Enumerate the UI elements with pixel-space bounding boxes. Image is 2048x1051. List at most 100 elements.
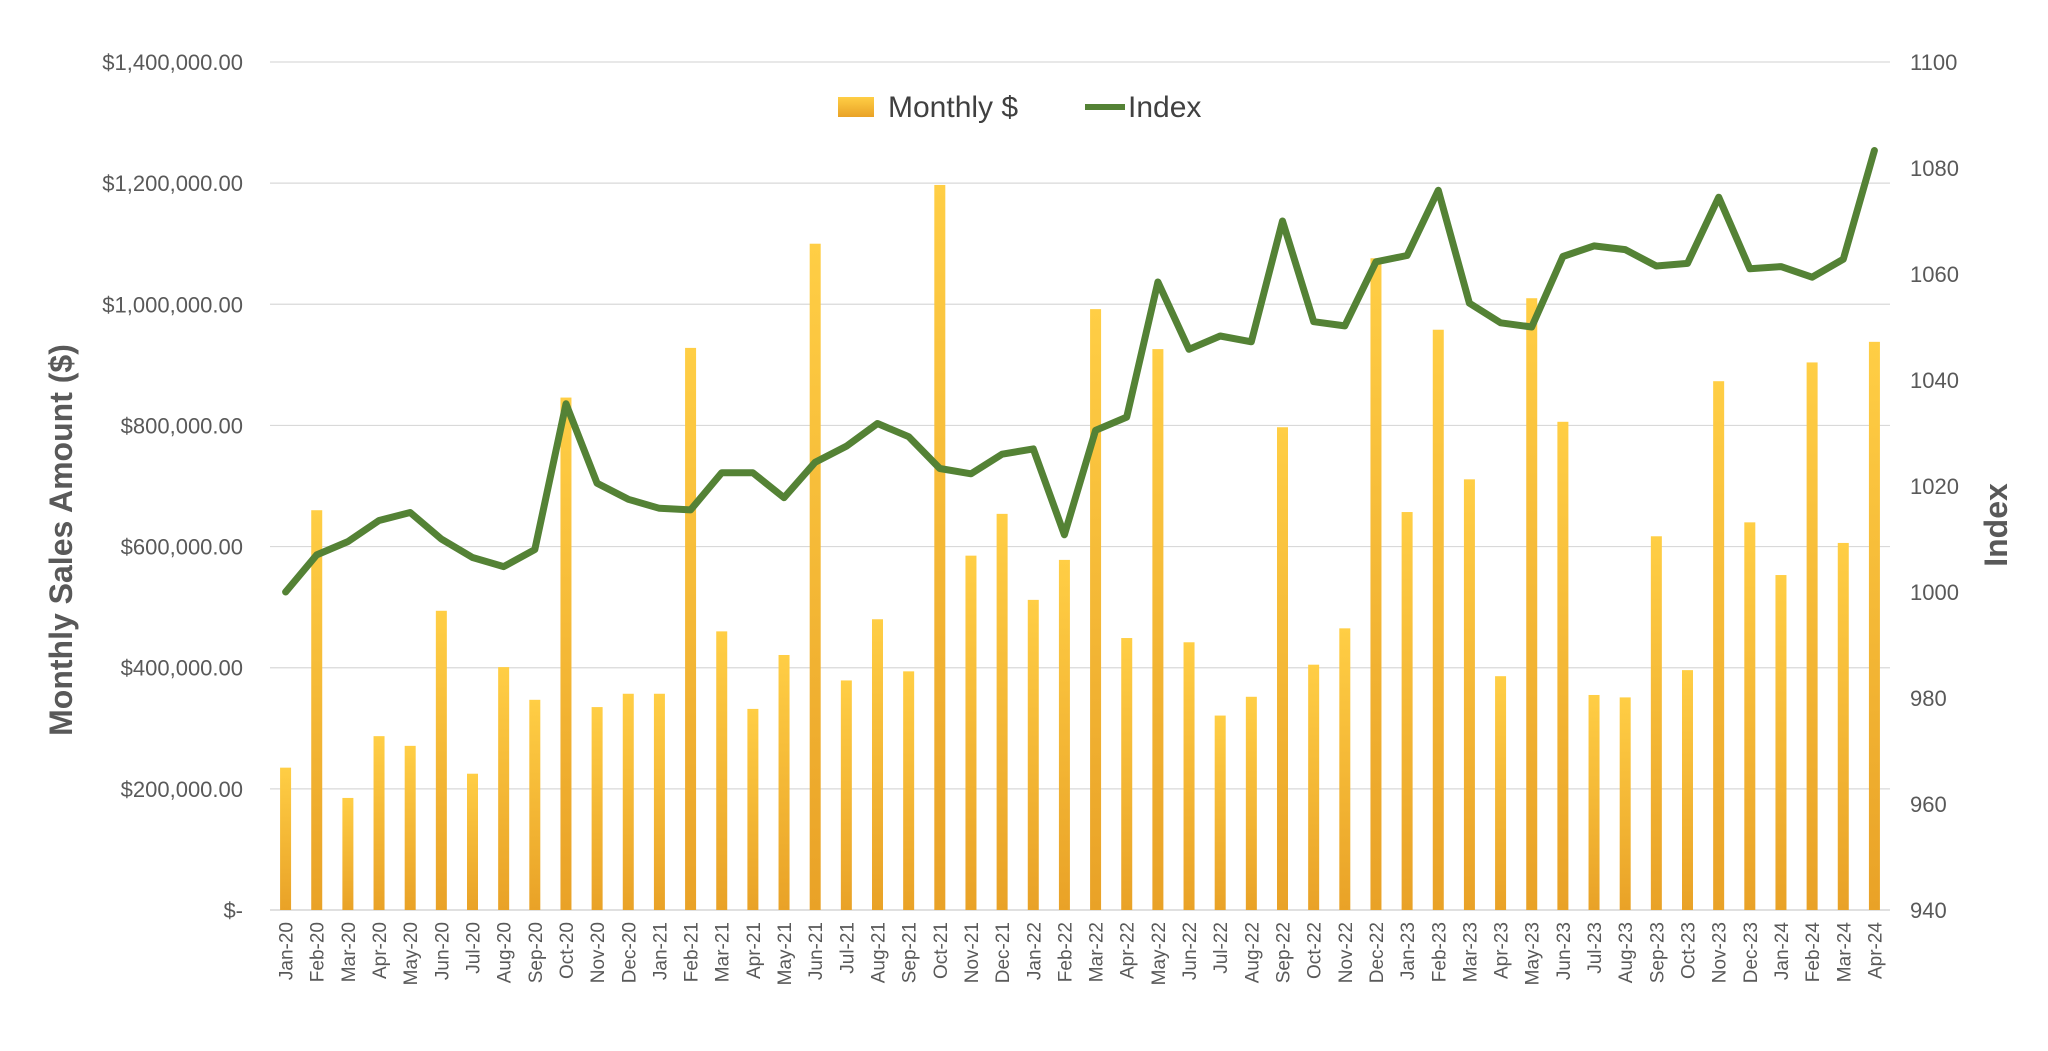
index-point (1250, 341, 1252, 343)
x-tick-label: Feb-24 (1803, 922, 1824, 983)
bar (653, 693, 665, 910)
bar (1744, 522, 1756, 910)
x-tick-label: Jan-24 (1772, 922, 1793, 981)
x-tick-label: Jan-20 (277, 922, 298, 980)
x-tick-label: Apr-20 (370, 922, 391, 979)
bar (1495, 676, 1507, 910)
right-axis-ticks: 940 960 980 1000 1020 1040 1060 1080 1100 (1910, 50, 1959, 923)
bar (872, 619, 883, 910)
x-tick-label: Mar-24 (1834, 922, 1855, 983)
left-tick-label: $800,000.00 (121, 413, 243, 438)
index-point (1095, 429, 1097, 431)
bar (1775, 575, 1787, 910)
bar (1837, 542, 1849, 910)
x-tick-label: Feb-20 (308, 922, 329, 982)
x-tick-label: Mar-22 (1087, 922, 1108, 982)
bar (1027, 599, 1039, 910)
index-point (1468, 302, 1470, 304)
index-point (1531, 326, 1533, 328)
x-tick-label: Dec-23 (1741, 922, 1762, 983)
x-tick-label: May-20 (401, 922, 422, 985)
x-tick-label: Apr-24 (1865, 922, 1886, 979)
index-point (814, 461, 816, 463)
index-point (1500, 322, 1502, 324)
x-tick-label: Jan-23 (1398, 922, 1419, 980)
bar (1277, 427, 1288, 910)
x-tick-label: Jan-21 (650, 922, 671, 980)
index-point (1406, 254, 1408, 256)
bar (1121, 638, 1133, 910)
index-line (282, 147, 1878, 596)
bar (996, 513, 1008, 910)
right-tick-label: 1100 (1910, 50, 1957, 75)
x-tick-label: Nov-21 (962, 922, 983, 983)
x-tick-label: Mar-23 (1460, 922, 1481, 982)
left-tick-label: $200,000.00 (121, 777, 243, 802)
index-point (1188, 348, 1190, 350)
x-tick-label: Dec-21 (993, 922, 1014, 983)
bar (1401, 512, 1413, 910)
y-axis-title-left: Monthly Sales Amount ($) (43, 344, 79, 736)
bar (1650, 536, 1662, 910)
x-tick-label: May-23 (1523, 922, 1544, 985)
legend-label-monthly: Monthly $ (888, 91, 1018, 124)
right-tick-label: 1040 (1910, 368, 1959, 393)
bar (685, 347, 697, 910)
legend-label-index: Index (1128, 91, 1201, 124)
bar (1713, 381, 1725, 910)
x-tick-label: Aug-21 (869, 922, 890, 983)
index-point (1157, 281, 1159, 283)
left-tick-label: $- (223, 898, 243, 923)
index-point (347, 541, 349, 543)
right-tick-label: 1020 (1910, 474, 1959, 499)
index-point (970, 473, 972, 475)
index-point (1001, 453, 1003, 455)
left-tick-label: $1,400,000.00 (102, 50, 243, 75)
index-point (378, 519, 380, 521)
index-point (908, 436, 910, 438)
x-tick-label: Aug-23 (1616, 922, 1637, 983)
index-point (596, 482, 598, 484)
bar (498, 667, 510, 910)
x-tick-label: Jun-21 (806, 922, 827, 980)
x-tick-label: Dec-20 (619, 922, 640, 983)
bar (1152, 349, 1164, 910)
bar (435, 610, 447, 910)
x-tick-label: Jan-22 (1024, 922, 1045, 980)
x-tick-label: Apr-21 (744, 922, 765, 979)
index-point (1655, 265, 1657, 267)
index-point (1718, 196, 1720, 198)
bar (622, 693, 634, 910)
bar (903, 671, 915, 910)
bar (280, 767, 292, 910)
index-point (939, 468, 941, 470)
right-tick-label: 940 (1910, 898, 1947, 923)
bar (809, 243, 821, 910)
bar (1214, 715, 1226, 910)
y-axis-title-right: Index (1978, 483, 2014, 567)
bar (716, 631, 728, 910)
left-axis-ticks: $- $200,000.00 $400,000.00 $600,000.00 $800,… (102, 50, 243, 923)
index-point (1687, 262, 1688, 264)
line-series-index (282, 147, 1878, 596)
x-tick-label: Jun-22 (1180, 922, 1201, 980)
index-point (472, 557, 473, 559)
index-point (1375, 261, 1377, 263)
index-point (1562, 256, 1564, 258)
right-tick-label: 980 (1910, 686, 1947, 711)
bar (965, 555, 977, 910)
bar (1619, 697, 1631, 910)
bar (1183, 642, 1195, 910)
x-tick-label: Jul-23 (1585, 922, 1606, 974)
x-tick-label: Oct-22 (1305, 922, 1326, 979)
index-point (1749, 268, 1751, 270)
x-tick-label: Nov-23 (1710, 922, 1731, 983)
x-tick-label: Sep-21 (900, 922, 921, 983)
bar-series-monthly (280, 184, 1880, 911)
index-point (1593, 245, 1595, 247)
x-tick-label: Jun-20 (432, 922, 453, 980)
x-tick-label: Oct-20 (557, 922, 578, 979)
index-point (534, 549, 536, 551)
right-tick-label: 1000 (1910, 580, 1959, 605)
index-point (1811, 276, 1813, 278)
